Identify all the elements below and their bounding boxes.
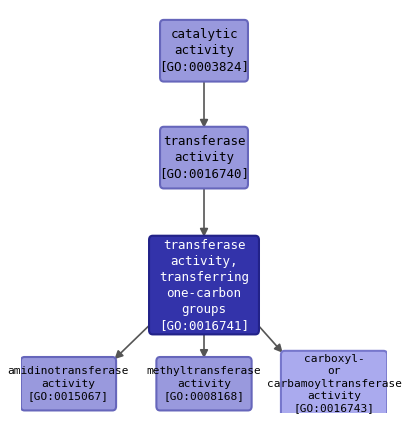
Text: transferase
activity,
transferring
one-carbon
groups
[GO:0016741]: transferase activity, transferring one-c… (159, 239, 248, 332)
FancyBboxPatch shape (149, 236, 258, 334)
FancyBboxPatch shape (156, 357, 251, 410)
Text: transferase
activity
[GO:0016740]: transferase activity [GO:0016740] (159, 135, 248, 180)
FancyBboxPatch shape (280, 351, 386, 417)
FancyBboxPatch shape (160, 127, 247, 189)
FancyBboxPatch shape (21, 357, 116, 410)
Text: amidinotransferase
activity
[GO:0015067]: amidinotransferase activity [GO:0015067] (8, 366, 129, 401)
FancyBboxPatch shape (160, 20, 247, 82)
Text: methyltransferase
activity
[GO:0008168]: methyltransferase activity [GO:0008168] (146, 366, 261, 401)
Text: catalytic
activity
[GO:0003824]: catalytic activity [GO:0003824] (159, 28, 248, 73)
Text: carboxyl-
or
carbamoyltransferase
activity
[GO:0016743]: carboxyl- or carbamoyltransferase activi… (266, 354, 400, 413)
